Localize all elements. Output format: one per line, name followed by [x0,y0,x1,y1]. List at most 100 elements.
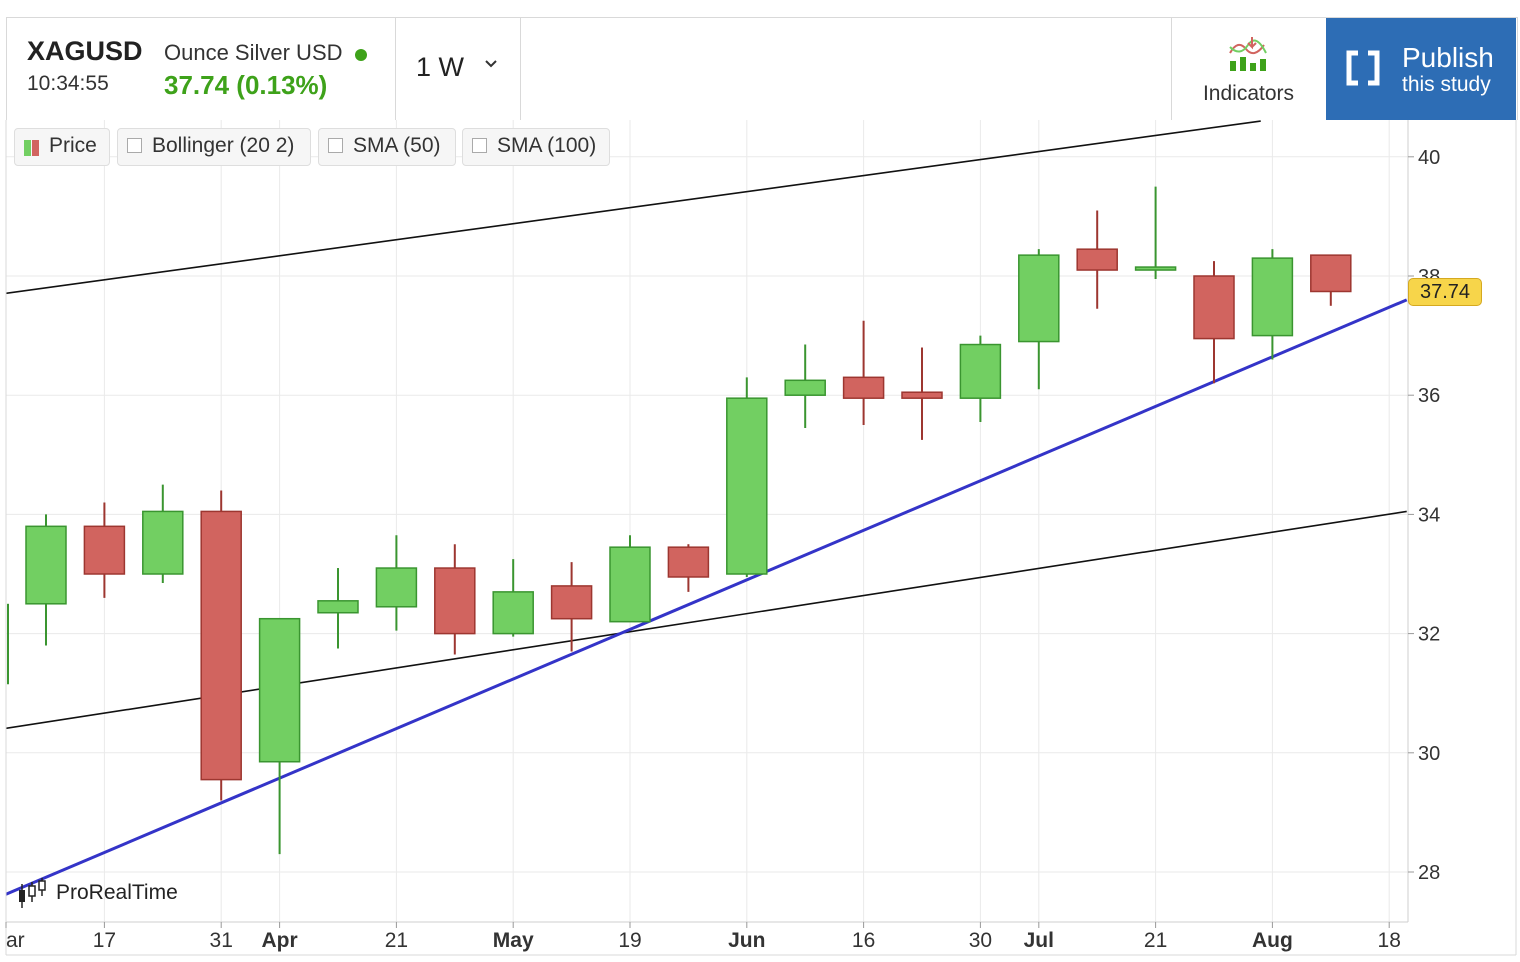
candle [550,562,593,652]
candle [83,502,126,598]
x-tick-label: Jun [728,929,765,952]
prorealtime-watermark: ProRealTime [16,878,178,912]
legend-sma50-label: SMA (50) [353,134,441,157]
candle [842,320,885,425]
candle-body [317,600,359,614]
candle [667,544,710,592]
bollinger-checkbox[interactable] [127,138,142,153]
candle-body [667,546,710,578]
legend-price-label: Price [49,134,97,157]
candle-body [492,591,534,635]
indicators-button[interactable]: Indicators [1171,18,1325,120]
candle [375,535,418,631]
candle-body [901,391,943,399]
candle [1193,261,1235,384]
candle-body [434,567,476,635]
legend-price-toggle[interactable]: Price [14,128,110,166]
y-tick-label: 32 [1418,624,1440,646]
timeframe-value: 1 W [416,52,465,82]
quote-time: 10:34:55 [27,72,109,95]
symbol-name: Ounce Silver USD [164,40,343,65]
indicators-label: Indicators [1202,82,1295,105]
candle-body [1251,257,1294,337]
candles-logo-icon [16,878,48,912]
x-tick-label: 19 [618,929,641,952]
x-tick-label: 21 [385,929,408,952]
candle-body [959,343,1002,399]
candle-body [1076,248,1118,271]
x-tick-label: 30 [969,929,992,952]
candle-body [550,585,593,620]
x-tick-label: Apr [262,929,298,952]
publish-label: Publish [1402,42,1494,73]
last-price-flag: 37.74 [1408,278,1482,306]
candle-body [1193,275,1235,340]
symbol-panel[interactable]: XAGUSD Ounce Silver USD 10:34:55 37.74 (… [7,18,396,120]
sma50-checkbox[interactable] [328,138,343,153]
bracket-icon [1344,50,1382,91]
publish-study-button[interactable]: Publish this study [1326,18,1516,120]
candle-body [842,376,885,399]
candle-body [142,510,184,575]
candles [7,186,1352,855]
candle [25,514,67,646]
candle-body [25,525,67,605]
x-tick-label: May [493,929,534,952]
candle-body [726,397,768,575]
candle [609,535,651,623]
candle-body [1310,254,1352,293]
last-quote: 37.74 (0.13%) [164,70,328,100]
candle-body [784,379,826,396]
price-swatch-icon [24,138,39,156]
upper-channel-line [6,120,1261,295]
candle [434,544,476,655]
publish-sublabel: this study [1402,73,1491,96]
candle-body [200,510,242,781]
live-status-dot [355,49,367,61]
candle [1018,249,1060,390]
x-tick-label: Jul [1024,929,1054,952]
y-tick-label: 40 [1418,147,1440,169]
timeframe-dropdown[interactable]: 1 W [396,18,521,120]
candle-body [1134,266,1177,271]
y-tick-label: 36 [1418,385,1440,407]
candle [317,568,359,649]
y-tick-label: 34 [1418,504,1440,526]
indicators-icon [1228,35,1272,80]
chart-toolbar: XAGUSD Ounce Silver USD 10:34:55 37.74 (… [6,17,1518,120]
x-tick-label: ar [6,929,25,952]
candle [1076,210,1118,309]
legend-sma50-toggle[interactable]: SMA (50) [318,128,456,166]
candle-body [83,525,126,575]
candle [1134,186,1177,279]
candle [492,559,534,637]
candle-body [258,617,301,763]
candle-body [609,546,651,623]
x-tick-label: 31 [210,929,233,952]
candle [901,347,943,440]
x-tick-label: 16 [852,929,875,952]
trend-line [6,298,1408,896]
y-tick-label: 28 [1418,862,1440,884]
candle [784,344,826,428]
legend-bollinger-toggle[interactable]: Bollinger (20 2) [117,128,311,166]
candle [959,335,1002,423]
sma100-checkbox[interactable] [472,138,487,153]
symbol-ticker: XAGUSD [27,36,143,66]
x-tick-label: Aug [1252,929,1293,952]
candle [1310,254,1352,306]
x-tick-label: 17 [93,929,116,952]
candle [200,490,242,801]
chevron-down-icon [484,56,498,74]
y-tick-label: 30 [1418,743,1440,765]
candle [142,484,184,583]
watermark-text: ProRealTime [56,881,178,904]
x-tick-label: 18 [1378,929,1401,952]
candle [258,617,301,855]
legend-sma100-toggle[interactable]: SMA (100) [462,128,610,166]
x-tick-label: 21 [1144,929,1167,952]
candle [1251,249,1294,360]
legend-bollinger-label: Bollinger (20 2) [152,134,295,157]
